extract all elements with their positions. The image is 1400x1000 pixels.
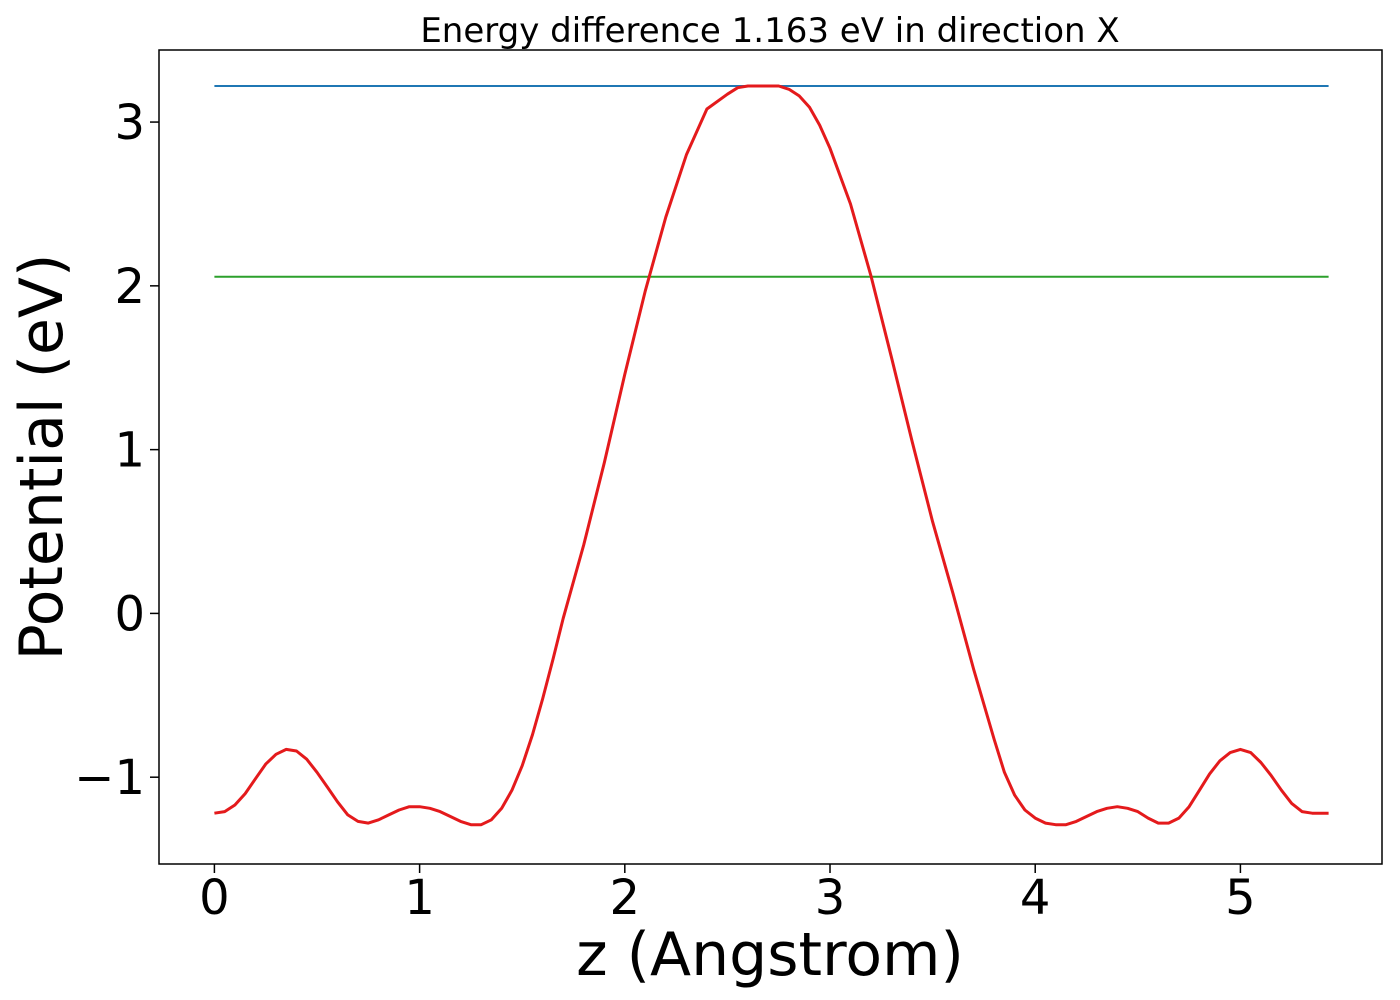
- x-axis-label: z (Angstrom): [576, 920, 964, 990]
- x-tick-label: 5: [1225, 870, 1256, 926]
- potential-curve-line: [214, 84, 1329, 827]
- x-tick-label: 2: [610, 870, 641, 926]
- x-tick-label: 3: [815, 870, 846, 926]
- y-tick-label: 1: [114, 423, 145, 479]
- x-tick-label: 4: [1020, 870, 1051, 926]
- series-layer: [214, 84, 1329, 827]
- y-tick-label: −1: [74, 750, 145, 806]
- y-tick-label: 0: [114, 586, 145, 642]
- y-tick-label: 2: [114, 259, 145, 315]
- y-axis-ticks: −1 0 1 2 3: [74, 95, 159, 806]
- x-tick-label: 1: [404, 870, 435, 926]
- x-axis-ticks: 0 1 2 3 4 5: [199, 864, 1256, 926]
- plot-area-frame: [158, 49, 1383, 865]
- y-axis-label: Potential (eV): [7, 254, 77, 661]
- x-tick-label: 0: [199, 870, 230, 926]
- chart-title: Energy difference 1.163 eV in direction …: [420, 11, 1119, 51]
- y-tick-label: 3: [114, 95, 145, 151]
